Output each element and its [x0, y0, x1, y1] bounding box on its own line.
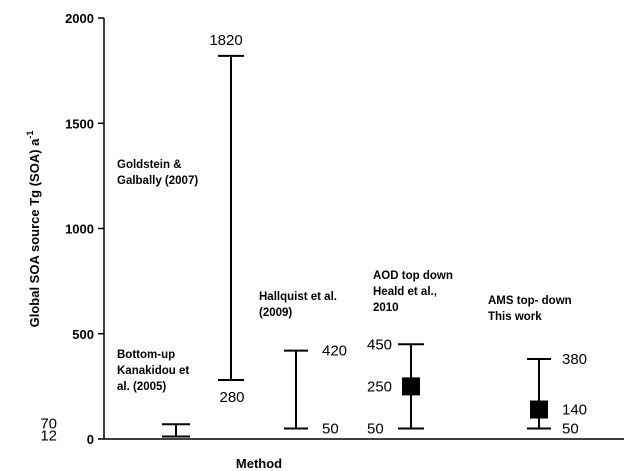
method-label-line: This work: [488, 311, 542, 323]
method-label-line: 2010: [373, 302, 399, 314]
high-value-label: 70: [40, 415, 57, 432]
high-value-label: 450: [367, 336, 392, 353]
y-axis-title-superscript: -1: [25, 131, 35, 139]
low-value-label: 12: [40, 427, 57, 444]
low-value-label: 280: [219, 389, 244, 406]
method-label-line: Kanakidou et: [117, 365, 189, 377]
high-value-label: 380: [562, 351, 587, 368]
error-bars: [162, 54, 551, 438]
method-label-line: al. (2005): [117, 381, 166, 393]
x-axis-title: Method: [236, 456, 282, 471]
central-value-label: 140: [562, 402, 587, 419]
central-value-label: 250: [367, 378, 392, 395]
y-axis-title-main: Global SOA source Tg (SOA) a: [27, 138, 42, 328]
y-axis-title: Global SOA source Tg (SOA) a-1: [25, 131, 42, 328]
error-bar-5: [527, 358, 551, 430]
low-value-label: 50: [367, 420, 384, 437]
y-tick-label: 0: [87, 432, 94, 447]
y-tick-label: 500: [72, 327, 94, 342]
high-value-label: 1820: [209, 32, 242, 49]
central-estimate-marker: [530, 400, 548, 419]
error-bar-3: [284, 349, 308, 430]
method-label-line: Bottom-up: [117, 349, 175, 361]
y-tick-label: 1500: [65, 116, 94, 131]
method-label-line: AMS top- down: [488, 295, 572, 307]
high-value-label: 420: [322, 343, 347, 360]
error-bar-2: [218, 54, 244, 382]
low-value-label: 50: [322, 420, 339, 437]
method-label-line: Goldstein &: [117, 159, 182, 171]
method-label-line: Galbally (2007): [117, 175, 198, 187]
error-bar-1: [162, 423, 190, 438]
method-label-line: AOD top down: [373, 270, 453, 282]
y-tick-label: 1000: [65, 222, 94, 237]
error-bar-4: [398, 343, 424, 430]
method-label-line: Hallquist et al.: [259, 291, 337, 303]
central-estimate-marker: [402, 377, 420, 396]
low-value-label: 50: [562, 420, 579, 437]
y-axis-ticks: 0 500 1000 1500 2000: [65, 11, 104, 447]
y-tick-label: 2000: [65, 11, 94, 26]
method-label-line: Heald et al.,: [373, 286, 437, 298]
method-label-line: (2009): [259, 307, 292, 319]
